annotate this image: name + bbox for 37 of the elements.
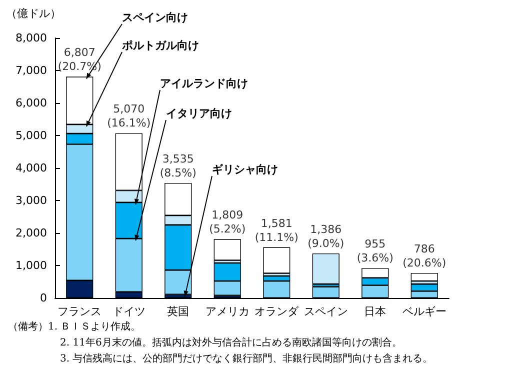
- x-tick-label: ドイツ: [112, 305, 146, 318]
- y-tick-label: 7,000: [16, 64, 47, 77]
- annotation: ポルトガル向け: [121, 39, 199, 52]
- text: （備考）1. ＢＩＳより作成。: [8, 320, 141, 332]
- x-tick-label: 英国: [167, 305, 190, 318]
- annotation: アイルランド向け: [160, 77, 248, 90]
- y-tick-label: 3,000: [16, 194, 47, 207]
- x-tick-label: オランダ: [254, 305, 300, 318]
- y-tick-label: 2,000: [16, 226, 47, 240]
- annotation: イタリア向け: [166, 107, 232, 120]
- x-tick-label: フランス: [58, 305, 102, 318]
- x-tick-label: 日本: [364, 305, 386, 318]
- y-axis-title: （億ドル）: [6, 7, 61, 20]
- total-label: 3,535 (8.5%): [160, 152, 196, 180]
- total-label: 1,386 (9.0%): [308, 222, 344, 250]
- y-tick-label: 4,000: [16, 162, 47, 174]
- y-tick-label: 6,000: [16, 96, 47, 110]
- bar: [214, 239, 241, 260]
- x-tick-label: アメリカ: [205, 305, 250, 318]
- y-tick-label: 8,000: [16, 32, 47, 44]
- x-tick-label: ベルギー: [402, 305, 446, 318]
- x-tick-label: スペイン: [304, 305, 348, 318]
- total-label: 1,809 (5.2%): [209, 208, 246, 236]
- total-label: 1,581 (11.1%): [254, 216, 298, 244]
- bar: [410, 272, 438, 282]
- y-tick-label: 5,000: [16, 129, 47, 142]
- bar: [263, 247, 290, 274]
- bar: [312, 253, 340, 284]
- annotation: ギリシャ向け: [212, 163, 278, 176]
- text: 2. 11年6月末の値。括弧内は対外与信合計に占める南欧諸国等向けの割合。: [60, 336, 402, 348]
- text: 3. 与信残高には、公的部門だけでなく銀行部門、非銀行民間部門向けも含まれる。: [60, 352, 433, 364]
- total-label: 786 (20.6%): [402, 242, 446, 270]
- y-tick-label: 1,000: [16, 259, 47, 272]
- total-label: 955 (3.6%): [356, 238, 394, 265]
- annotation: スペイン向け: [122, 11, 188, 24]
- total-label: 5,070 (16.1%): [107, 102, 151, 130]
- y-tick-label: 0: [40, 292, 47, 304]
